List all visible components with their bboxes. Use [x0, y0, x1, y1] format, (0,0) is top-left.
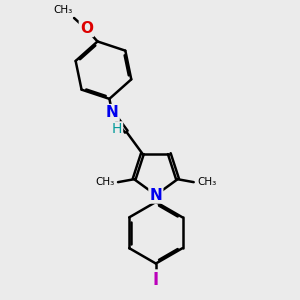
Text: CH₃: CH₃ [53, 5, 73, 15]
Text: CH₃: CH₃ [197, 177, 217, 187]
Text: H: H [112, 122, 122, 136]
Text: CH₃: CH₃ [95, 177, 115, 187]
Text: N: N [106, 105, 118, 120]
Text: I: I [153, 271, 159, 289]
Text: O: O [80, 21, 93, 36]
Text: N: N [149, 188, 162, 202]
